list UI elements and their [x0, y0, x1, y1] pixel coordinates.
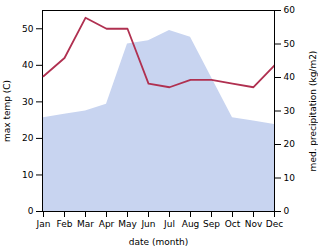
svg-text:50: 50 — [284, 39, 296, 49]
svg-text:Jan: Jan — [36, 219, 51, 229]
svg-text:20: 20 — [22, 133, 34, 143]
svg-text:Jul: Jul — [163, 219, 175, 229]
svg-text:Dec: Dec — [266, 219, 283, 229]
svg-text:30: 30 — [284, 106, 296, 116]
svg-text:0: 0 — [284, 206, 290, 216]
svg-text:Sep: Sep — [203, 219, 220, 229]
svg-text:10: 10 — [284, 173, 296, 183]
svg-text:50: 50 — [22, 24, 34, 34]
svg-text:Apr: Apr — [99, 219, 115, 229]
svg-text:60: 60 — [284, 5, 296, 15]
svg-text:40: 40 — [22, 60, 34, 70]
svg-text:date (month): date (month) — [129, 237, 188, 247]
svg-text:20: 20 — [284, 139, 296, 149]
svg-text:Nov: Nov — [245, 219, 263, 229]
svg-text:Oct: Oct — [225, 219, 241, 229]
svg-text:max temp (C): max temp (C) — [2, 80, 12, 142]
svg-text:May: May — [118, 219, 137, 229]
svg-text:Jun: Jun — [140, 219, 155, 229]
svg-text:0: 0 — [28, 206, 34, 216]
svg-text:med. precipitation (kg/m2): med. precipitation (kg/m2) — [308, 51, 318, 172]
svg-text:40: 40 — [284, 72, 296, 82]
svg-text:30: 30 — [22, 97, 34, 107]
svg-text:10: 10 — [22, 170, 34, 180]
svg-text:Feb: Feb — [57, 219, 73, 229]
svg-text:Mar: Mar — [77, 219, 94, 229]
svg-text:Aug: Aug — [182, 219, 200, 229]
